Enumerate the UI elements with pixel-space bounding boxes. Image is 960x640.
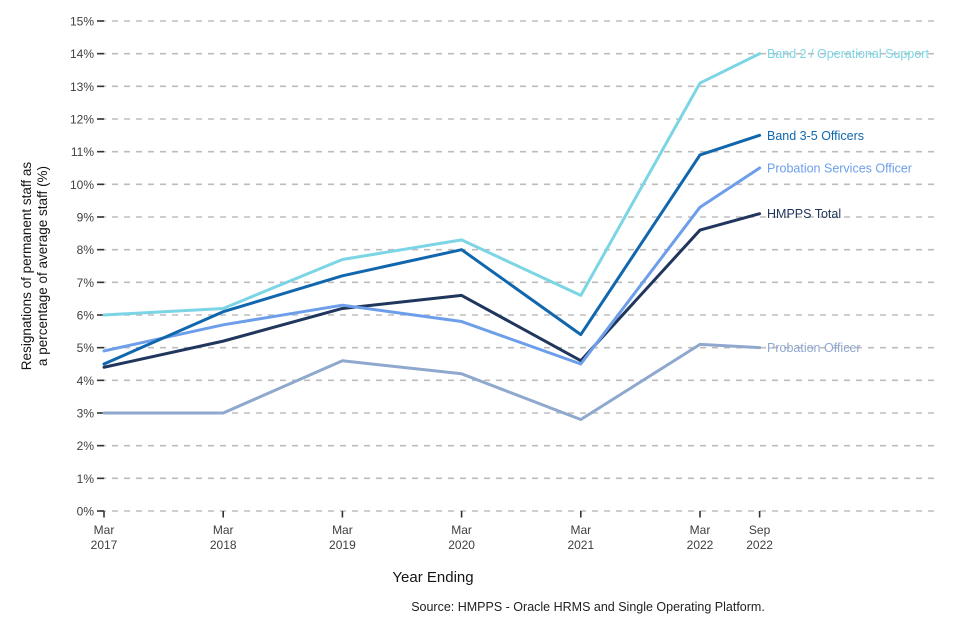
- y-axis-title-line: Resignations of permanent staff as: [19, 162, 34, 371]
- x-axis-title: Year Ending: [392, 569, 474, 586]
- x-tick-label: Mar 2019: [329, 523, 356, 552]
- y-tick-label: 2%: [77, 439, 95, 453]
- series-end-label-probation-officer: Probation Officer: [767, 341, 861, 355]
- x-tick-label: Mar 2021: [567, 523, 594, 552]
- y-tick-label: 8%: [77, 243, 95, 257]
- series-line-band-3-5-officers: [102, 133, 762, 366]
- x-tick-label: Mar 2018: [210, 523, 237, 552]
- series-line-band-2-operational-support: [102, 52, 762, 317]
- x-tick-label: Sep 2022: [746, 523, 773, 552]
- y-tick-label: 12%: [70, 113, 94, 127]
- y-tick-label: 0%: [77, 505, 95, 519]
- x-tick-label: Mar 2020: [448, 523, 475, 552]
- y-tick-label: 15%: [70, 15, 94, 29]
- series-end-label-band-3-5-officers: Band 3-5 Officers: [767, 129, 864, 143]
- series-line-probation-services-officer: [102, 166, 762, 366]
- y-tick-label: 7%: [77, 276, 95, 290]
- y-tick-label: 11%: [71, 145, 94, 159]
- series-end-label-hmpps-total: HMPPS Total: [767, 207, 841, 221]
- y-tick-label: 1%: [77, 472, 95, 486]
- y-tick-label: 6%: [77, 309, 95, 323]
- series-line-probation-officer: [102, 342, 762, 422]
- x-tick-label: Mar 2022: [687, 523, 714, 552]
- x-tick-label: Mar 2017: [91, 523, 118, 552]
- y-tick-label: 9%: [77, 211, 95, 225]
- series-end-label-band-2-operational-support: Band 2 / Operational Support: [767, 47, 929, 61]
- y-tick-label: 4%: [77, 374, 95, 388]
- y-tick-label: 5%: [77, 341, 95, 355]
- source-caption: Source: HMPPS - Oracle HRMS and Single O…: [411, 600, 765, 614]
- y-tick-label: 10%: [70, 178, 94, 192]
- y-tick-label: 3%: [77, 407, 95, 421]
- series-end-label-probation-services-officer: Probation Services Officer: [767, 162, 912, 176]
- y-tick-label: 13%: [70, 80, 94, 94]
- y-tick-label: 14%: [70, 47, 94, 61]
- y-axis-title-line: a percentage of average staff (%): [35, 166, 50, 366]
- series-line-hmpps-total: [102, 212, 762, 369]
